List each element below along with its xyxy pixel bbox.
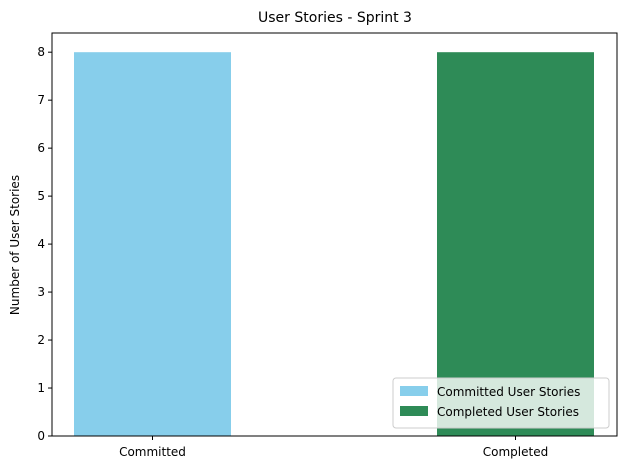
plot-frame [51, 32, 618, 437]
legend-swatch [400, 406, 428, 416]
chart-title: User Stories - Sprint 3 [258, 10, 412, 26]
y-tick-label: 5 [37, 189, 45, 203]
legend-label: Committed User Stories [437, 385, 580, 399]
legend-label: Completed User Stories [437, 405, 579, 419]
y-tick-label: 8 [37, 45, 45, 59]
plot-area: 0 1 2 3 4 5 6 7 8 Committed Completed [37, 32, 618, 459]
y-tick-label: 3 [37, 285, 45, 299]
y-axis-label: Number of User Stories [8, 175, 22, 315]
x-tick-label: Committed [119, 445, 186, 459]
bar-committed [74, 52, 231, 436]
x-tick-label: Completed [483, 445, 548, 459]
y-tick-label: 4 [37, 237, 45, 251]
bar-completed [437, 52, 594, 436]
legend-box [392, 377, 610, 429]
legend-swatch [400, 386, 428, 396]
y-tick-label: 2 [37, 333, 45, 347]
y-tick-label: 1 [37, 381, 45, 395]
y-tick-label: 6 [37, 141, 45, 155]
y-tick-label: 7 [37, 93, 45, 107]
legend: Committed User Stories Completed User Sto… [392, 377, 610, 429]
y-tick-label: 0 [37, 429, 45, 443]
